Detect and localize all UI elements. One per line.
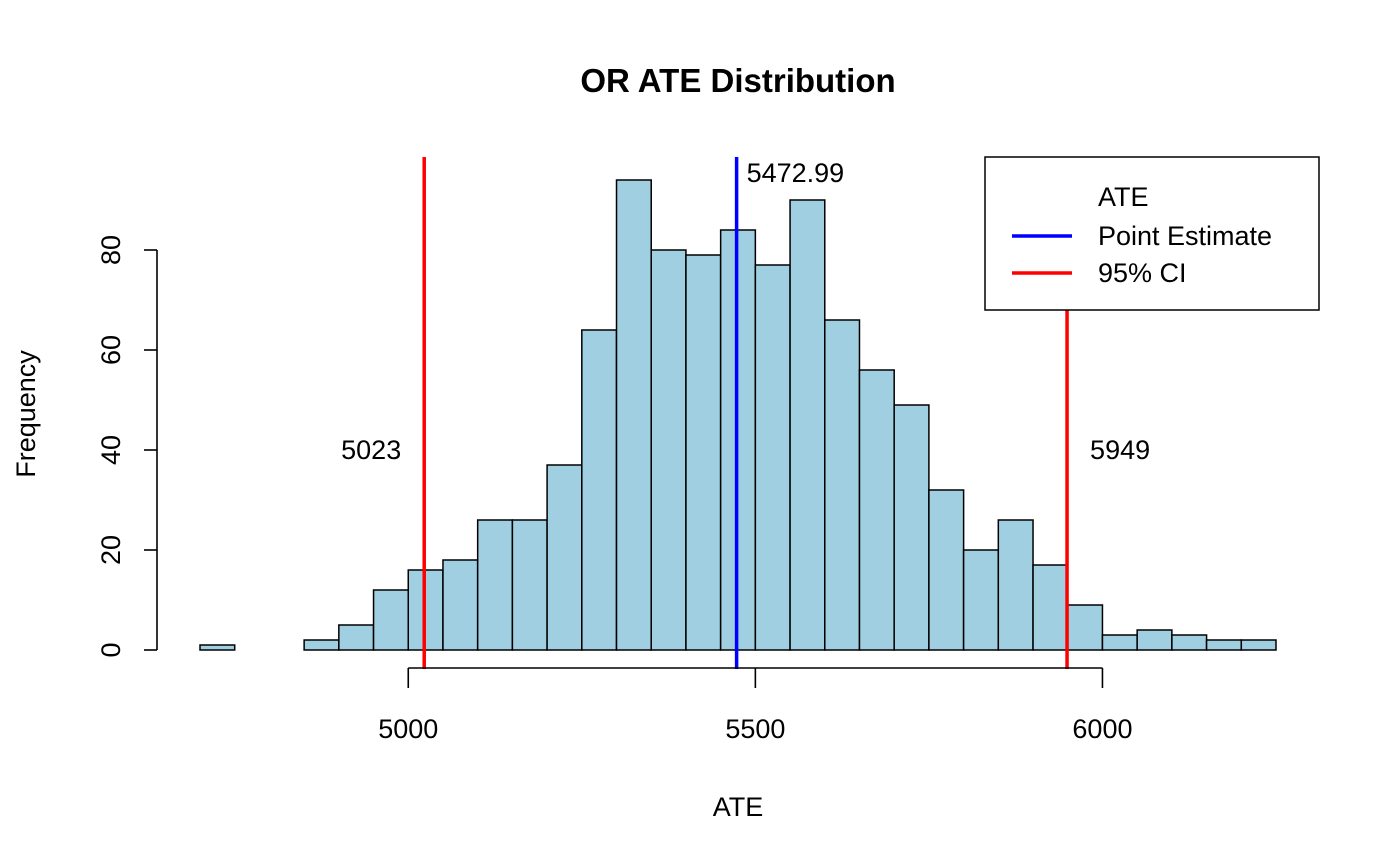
histogram-bar [476,519,514,651]
histogram-bar [754,264,791,651]
histogram-bar [338,624,375,651]
point-estimate-label: 5472.99 [747,158,845,188]
legend: ATE Point Estimate 95% CI [984,156,1320,311]
histogram-bar [546,464,583,651]
histogram-bar [858,369,895,651]
x-tick-label: 5000 [378,714,438,744]
ci-label: 5949 [1090,435,1150,465]
histogram-bar [1171,634,1208,651]
y-tick-label: 80 [96,235,126,265]
histogram-bar [1101,634,1138,651]
histogram-bar [928,489,965,651]
line-annotations: 5472.99 5023 5949 [341,158,1150,465]
histogram-bar [685,254,722,651]
histogram-bar [581,329,618,651]
histogram-bar [442,559,479,651]
histogram-bar [893,404,930,651]
legend-box [984,156,1320,311]
histogram-bar [1136,629,1173,651]
y-tick-label: 0 [96,642,126,657]
histogram-bar [1066,604,1104,651]
histogram-bar [1205,639,1243,651]
histogram-bar [511,519,548,651]
y-tick-label: 40 [96,435,126,465]
y-axis: 0 20 40 60 80 [96,235,158,658]
histogram-bar [997,519,1034,651]
y-axis-label: Frequency [11,350,41,478]
y-tick-label: 20 [96,535,126,565]
y-tick-label: 60 [96,335,126,365]
ci-label: 5023 [341,435,401,465]
histogram-bar [303,639,340,651]
histogram-bar [962,549,1000,651]
histogram-bar [824,319,861,651]
x-tick-label: 6000 [1072,714,1132,744]
legend-item-label: Point Estimate [1098,221,1272,251]
legend-items: Point Estimate 95% CI [1012,221,1272,288]
chart-title: OR ATE Distribution [580,62,895,99]
x-axis-label: ATE [713,792,764,822]
histogram-bar [615,179,652,651]
legend-title: ATE [1098,182,1149,212]
histogram-bars [199,179,1277,651]
histogram-bar [789,199,826,651]
histogram-bar [650,249,687,651]
histogram-bar [1240,639,1277,651]
legend-item-label: 95% CI [1098,258,1187,288]
histogram-bar [1032,564,1069,651]
x-tick-label: 5500 [725,714,785,744]
histogram-bar [372,589,410,651]
x-axis: 5000 5500 6000 [378,667,1132,744]
histogram-bar [199,644,236,651]
